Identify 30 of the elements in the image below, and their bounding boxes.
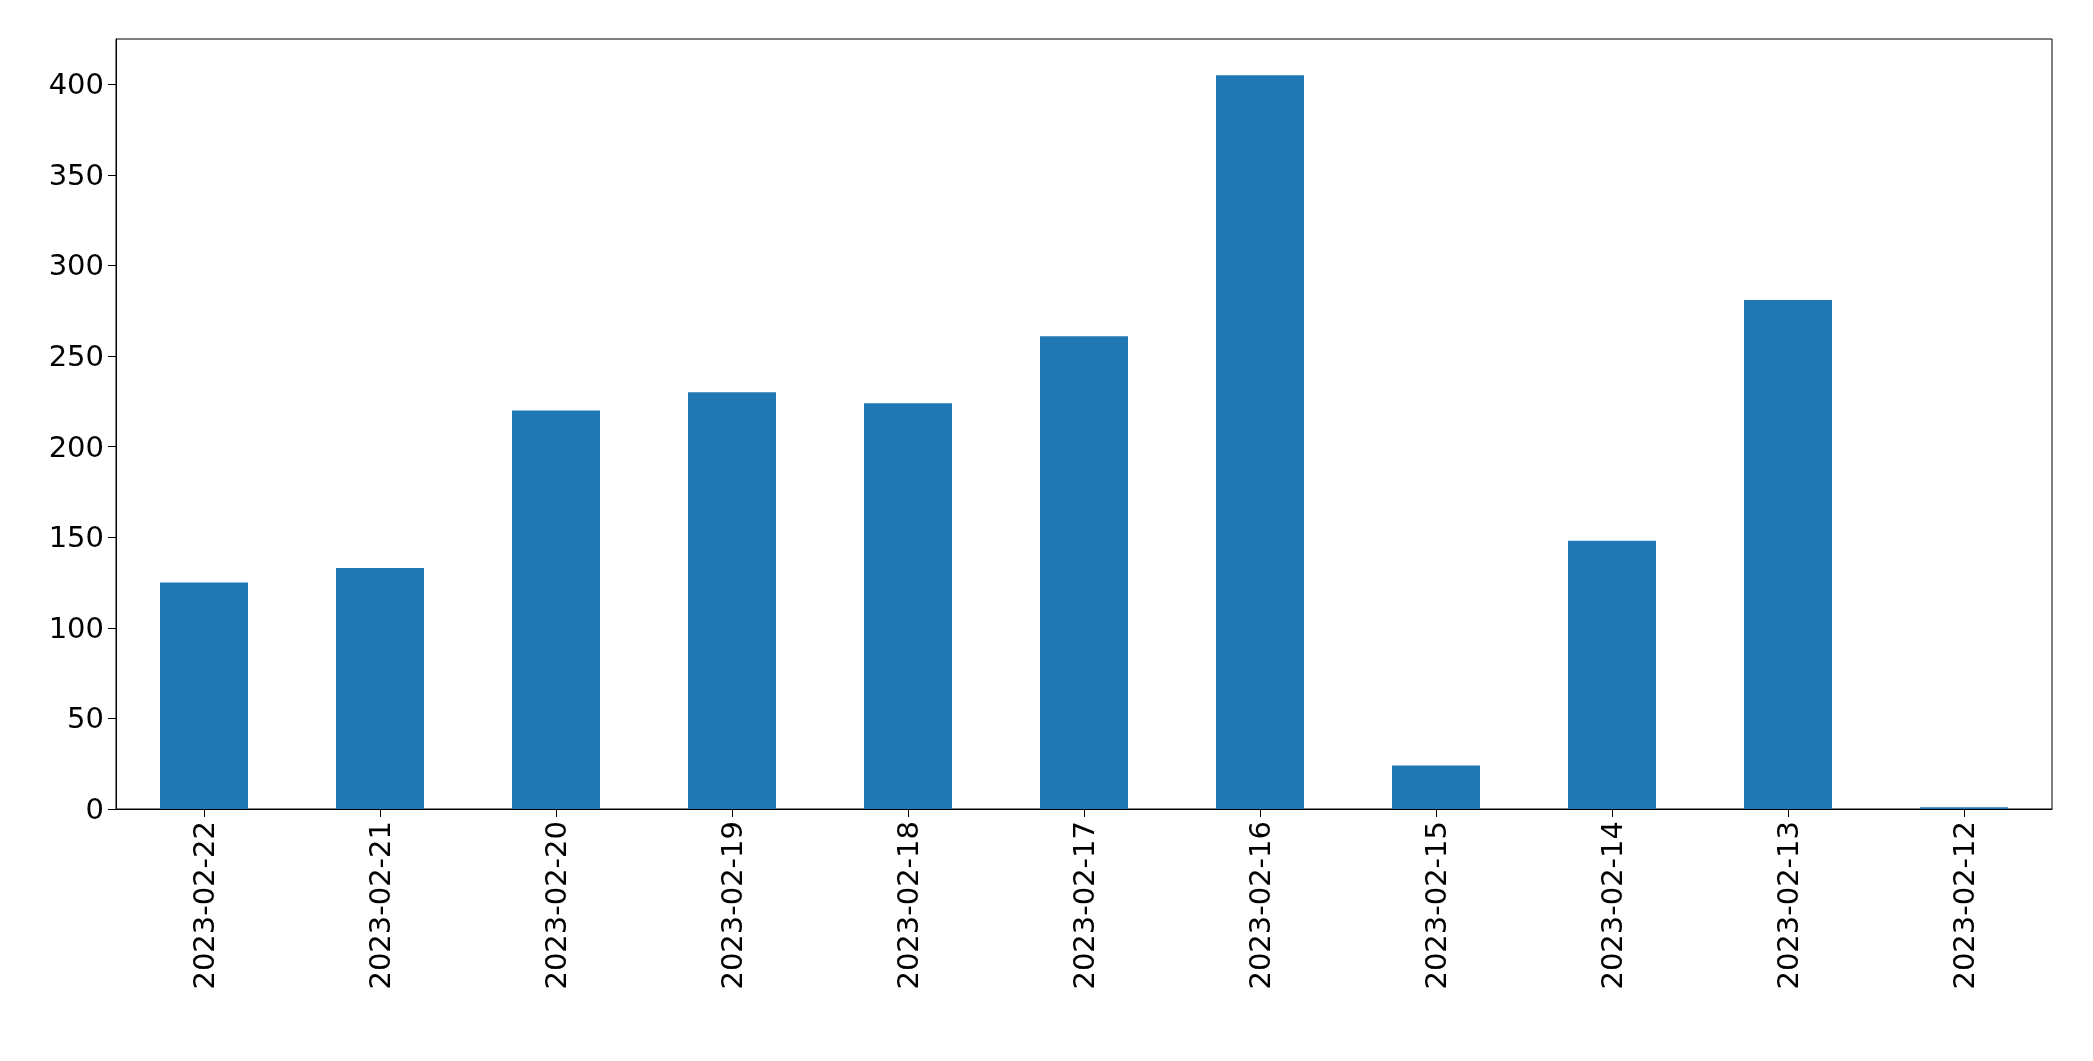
bar: [1568, 540, 1656, 809]
bar: [512, 410, 600, 809]
x-tick-label: 2023-02-19: [715, 821, 749, 990]
x-tick-label: 2023-02-22: [187, 821, 221, 990]
bar: [1744, 299, 1832, 809]
y-tick-label: 100: [48, 610, 104, 645]
bar: [688, 392, 776, 809]
x-tick-label: 2023-02-20: [539, 821, 573, 990]
y-tick-label: 0: [85, 792, 104, 826]
x-tick-label: 2023-02-17: [1067, 821, 1101, 990]
bar: [160, 582, 248, 809]
x-tick-label: 2023-02-14: [1595, 821, 1629, 990]
x-tick-label: 2023-02-15: [1419, 821, 1453, 990]
x-tick-label: 2023-02-18: [891, 821, 925, 990]
y-tick-label: 300: [48, 248, 104, 283]
x-tick-label: 2023-02-12: [1947, 821, 1981, 990]
bar: [336, 568, 424, 809]
y-tick-label: 400: [48, 67, 104, 102]
y-tick-label: 50: [67, 701, 104, 736]
x-tick-label: 2023-02-13: [1771, 821, 1805, 990]
y-tick-label: 250: [48, 339, 104, 374]
bar: [1040, 336, 1128, 809]
bar: [1392, 765, 1480, 809]
x-tick-label: 2023-02-16: [1243, 821, 1277, 990]
x-tick-label: 2023-02-21: [363, 821, 397, 990]
y-tick-label: 350: [48, 157, 104, 192]
bar: [864, 403, 952, 809]
y-tick-label: 150: [48, 520, 104, 555]
y-tick-label: 200: [48, 429, 104, 464]
bar: [1216, 75, 1304, 809]
